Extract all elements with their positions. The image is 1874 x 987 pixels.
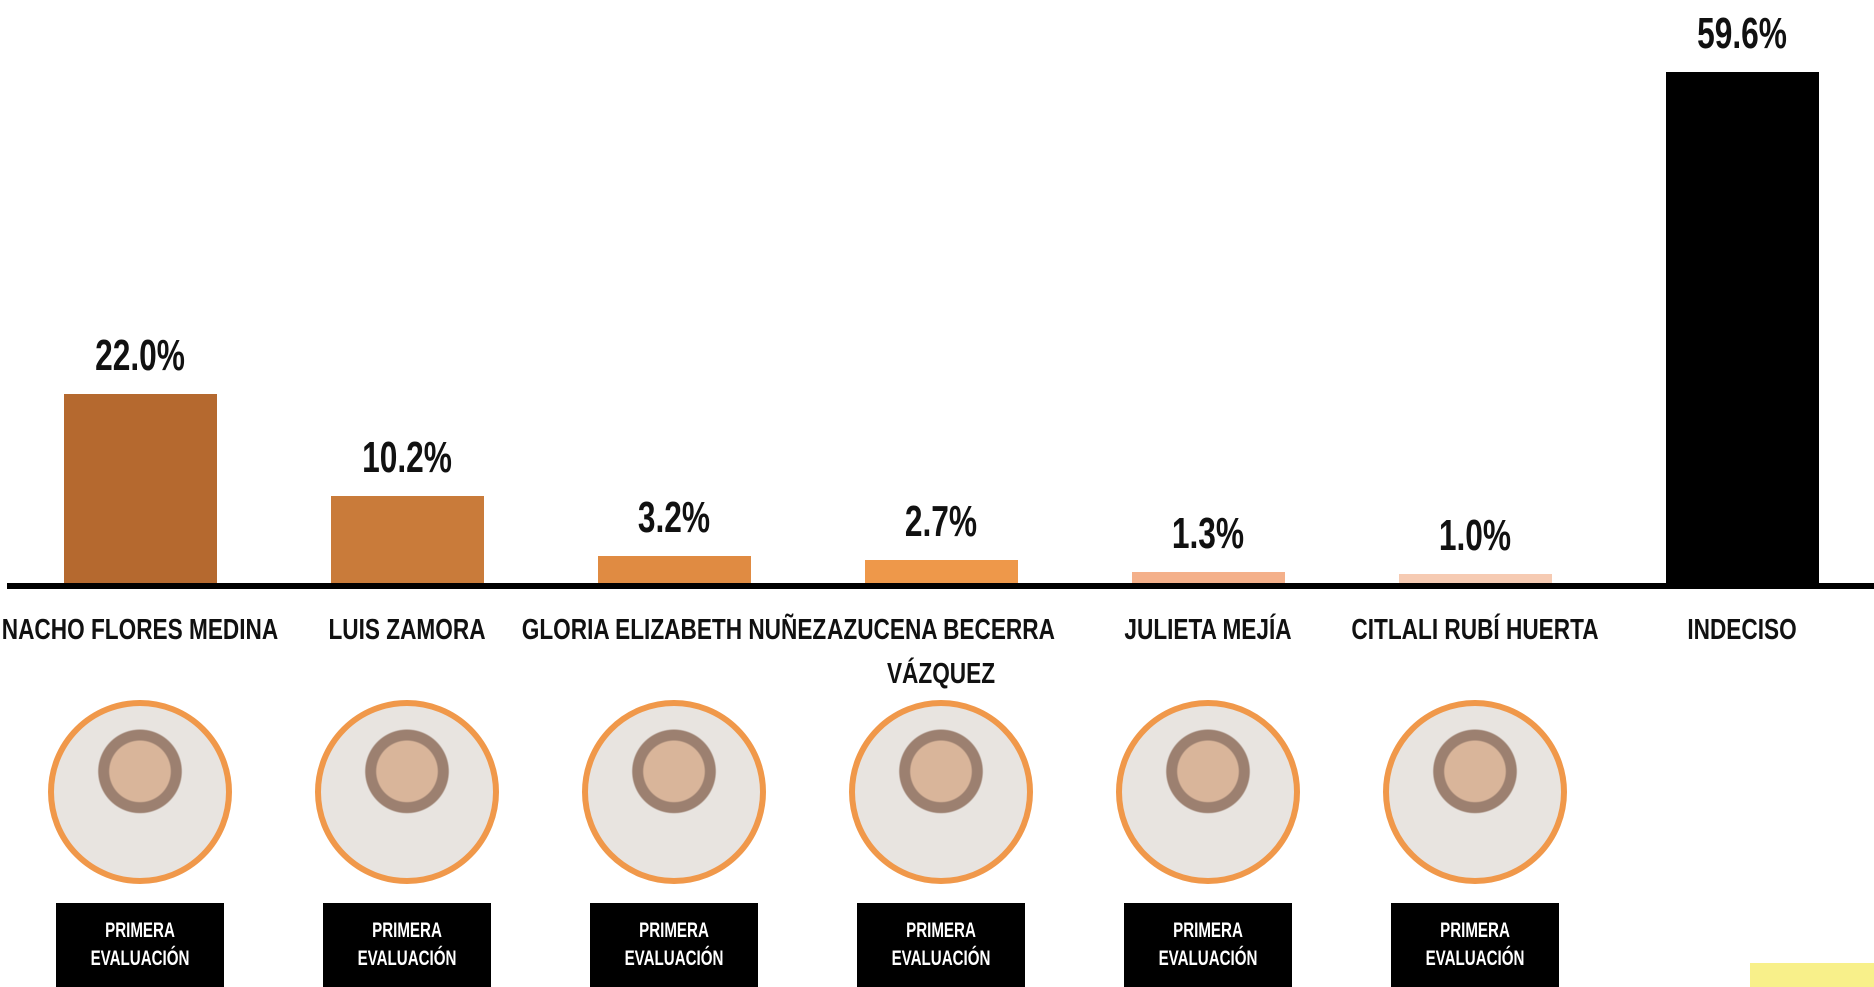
- bar: [1665, 72, 1819, 583]
- category-label: CITLALI RUBÍ HUERTA: [1351, 614, 1599, 646]
- category-label: LUIS ZAMORA: [328, 614, 486, 646]
- badge: PRIMERA EVALUACIÓN: [590, 903, 758, 987]
- badge-text: PRIMERA EVALUACIÓN: [891, 919, 991, 970]
- bar: [330, 495, 484, 583]
- badge-text: PRIMERA EVALUACIÓN: [1158, 919, 1258, 970]
- badge: PRIMERA EVALUACIÓN: [1124, 903, 1292, 987]
- candidate-photo: [582, 700, 766, 884]
- candidate-photo: [1383, 700, 1567, 884]
- badge-text: PRIMERA EVALUACIÓN: [90, 919, 190, 970]
- bar: [1398, 574, 1552, 583]
- bar: [864, 559, 1018, 583]
- badge-text: PRIMERA EVALUACIÓN: [357, 919, 457, 970]
- value-label: 10.2%: [362, 432, 452, 482]
- badge-text: PRIMERA EVALUACIÓN: [1425, 919, 1525, 970]
- category-label: INDECISO: [1687, 614, 1797, 646]
- value-label: 59.6%: [1697, 9, 1787, 58]
- badge-text: PRIMERA EVALUACIÓN: [624, 919, 724, 970]
- category-label: GLORIA ELIZABETH NUÑEZ: [521, 614, 827, 646]
- candidate-photo: [48, 700, 232, 884]
- candidate-photo: [315, 700, 499, 884]
- value-label: 22.0%: [95, 331, 185, 381]
- value-label: 3.2%: [637, 492, 711, 542]
- value-label: 2.7%: [904, 496, 978, 546]
- badge: PRIMERA EVALUACIÓN: [857, 903, 1025, 987]
- value-label: 1.0%: [1438, 511, 1512, 561]
- value-label: 1.3%: [1171, 508, 1245, 558]
- category-label: JULIETA MEJÍA: [1124, 614, 1292, 646]
- badge: PRIMERA EVALUACIÓN: [323, 903, 491, 987]
- category-label: NACHO FLORES MEDINA: [1, 614, 279, 646]
- baseline: [7, 583, 1874, 589]
- badge: PRIMERA EVALUACIÓN: [56, 903, 224, 987]
- bar: [597, 555, 751, 583]
- candidate-photo: [1116, 700, 1300, 884]
- candidate-photo: [849, 700, 1033, 884]
- highlight-strip: [1750, 963, 1874, 987]
- bar: [63, 394, 217, 583]
- bar: [1131, 571, 1285, 583]
- badge: PRIMERA EVALUACIÓN: [1391, 903, 1559, 987]
- category-label: AZUCENA BECERRA VÁZQUEZ: [827, 614, 1055, 690]
